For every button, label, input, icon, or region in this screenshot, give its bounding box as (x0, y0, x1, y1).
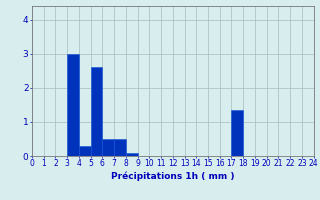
Bar (114, 139, 126, 156)
X-axis label: Précipitations 1h ( mm ): Précipitations 1h ( mm ) (111, 171, 235, 181)
Bar (102, 139, 114, 156)
Bar (91, 67, 102, 156)
Bar (67, 54, 79, 156)
Bar (79, 146, 91, 156)
Bar (231, 110, 243, 156)
Bar (126, 153, 138, 156)
